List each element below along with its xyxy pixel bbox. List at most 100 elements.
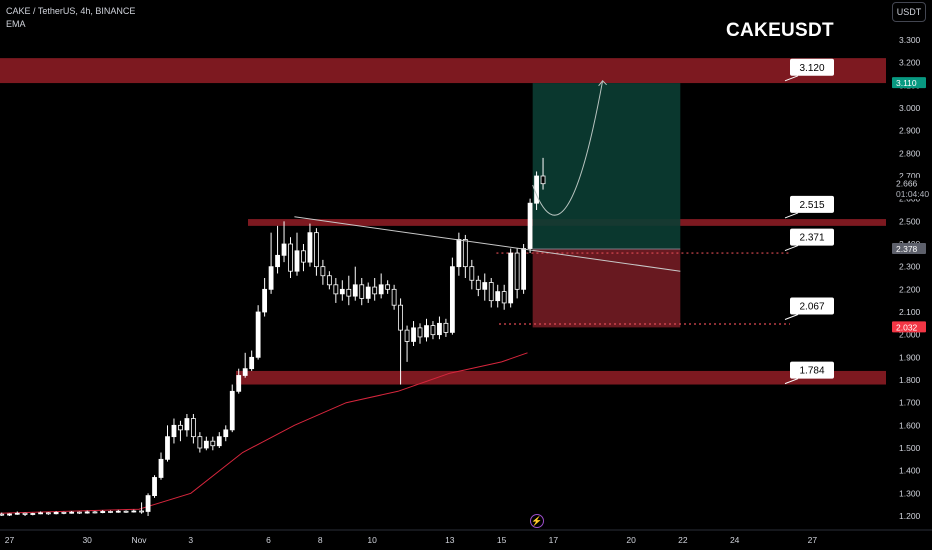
callout-label: 1.784 — [799, 366, 824, 377]
candle-body — [443, 322, 449, 333]
candle-body — [508, 252, 514, 304]
candle-body — [359, 284, 365, 299]
callout-pointer — [784, 75, 799, 82]
candle-body — [417, 327, 423, 338]
callout-label: 2.067 — [799, 301, 824, 312]
chart-title: CAKEUSDT — [726, 20, 834, 41]
candle-body — [378, 284, 384, 295]
price-tick-label: 2.700 — [899, 171, 921, 181]
callout-box[interactable] — [790, 195, 834, 213]
candle-body — [391, 288, 397, 306]
time-axis[interactable]: 27 30 Nov 3 6 8 10 13 15 17 20 22 24 27 — [0, 529, 932, 545]
candle-body — [123, 510, 129, 513]
candle-body — [462, 239, 468, 268]
candle-body — [540, 175, 546, 185]
candle-body — [210, 440, 216, 447]
candle-body — [456, 239, 462, 268]
candle-body — [534, 175, 539, 204]
candle-body — [469, 266, 475, 281]
candle-body — [495, 291, 501, 302]
take-profit-area[interactable] — [532, 83, 681, 249]
long-position-tool[interactable] — [532, 83, 681, 328]
callout-pointer — [784, 245, 799, 252]
callout-label: 2.515 — [799, 200, 824, 211]
candle-body — [275, 254, 280, 268]
price-zone — [0, 58, 886, 84]
price-tick-label: 2.800 — [899, 148, 921, 158]
price-tick-label: 1.500 — [899, 443, 921, 453]
price-tick-label: 3.000 — [899, 103, 921, 113]
candle-body — [372, 286, 378, 295]
lightning-icon[interactable]: ⚡ — [530, 514, 544, 528]
price-tick-label: 2.300 — [899, 262, 921, 272]
callout-box[interactable] — [790, 58, 834, 76]
candle-body — [314, 232, 319, 268]
candle-body — [178, 424, 183, 431]
candle-body — [77, 511, 82, 514]
price-badge-label: 01:04:40 — [896, 189, 929, 199]
time-tick-label: 27 — [808, 535, 818, 545]
indicator-legend[interactable]: EMA — [6, 19, 26, 29]
candle-body — [398, 304, 403, 331]
price-axis-background — [886, 0, 932, 530]
candle-body — [294, 250, 300, 272]
price-badge-label: 2.666 — [896, 179, 918, 189]
candle-body — [365, 286, 371, 299]
candle-body — [262, 288, 268, 313]
candle-body — [449, 266, 455, 333]
time-tick-label: 22 — [678, 535, 688, 545]
symbol-legend[interactable]: CAKE / TetherUS, 4h, BINANCE — [6, 6, 136, 16]
candle-body — [307, 232, 313, 263]
time-tick-label: 27 — [5, 535, 15, 545]
candle-body — [184, 418, 190, 431]
price-tick-label: 3.300 — [899, 35, 921, 45]
candle-body — [108, 511, 113, 513]
candle-body — [424, 325, 429, 338]
callout-pointer — [784, 314, 799, 320]
price-tick-label: 1.300 — [899, 488, 921, 498]
candle-body — [53, 511, 59, 515]
stop-loss-area[interactable] — [532, 248, 681, 328]
candle-body — [326, 275, 332, 286]
time-tick-label: 10 — [367, 535, 377, 545]
time-tick-label: 30 — [82, 535, 92, 545]
trend-drawings[interactable] — [294, 80, 681, 272]
price-badge — [892, 77, 926, 89]
candle-body — [197, 436, 203, 449]
callout-box[interactable] — [790, 297, 834, 315]
trendline[interactable] — [294, 216, 681, 272]
price-tick-label: 1.800 — [899, 375, 921, 385]
candle-body — [281, 243, 287, 256]
currency-button[interactable]: USDT — [892, 2, 926, 22]
ema-series — [0, 352, 528, 514]
candlesticks — [0, 157, 546, 516]
time-tick-label: 24 — [730, 535, 740, 545]
time-tick-label: 3 — [188, 535, 193, 545]
candle-body — [437, 322, 442, 336]
callout-box[interactable] — [790, 361, 834, 379]
candle-body — [115, 510, 121, 513]
price-badge — [892, 188, 926, 200]
callout-label: 3.120 — [799, 63, 824, 74]
candle-body — [7, 513, 12, 516]
time-tick-label: 17 — [549, 535, 559, 545]
price-tick-label: 1.400 — [899, 466, 921, 476]
callout-pointer — [784, 212, 799, 219]
price-tick-label: 2.000 — [899, 330, 921, 340]
candle-body — [514, 252, 520, 290]
price-axis[interactable]: 3.3003.2003.1003.0002.9002.8002.7002.600… — [886, 0, 932, 530]
projection-curve[interactable] — [532, 80, 604, 216]
candle-body — [482, 282, 488, 290]
candle-body — [165, 436, 170, 460]
price-tick-label: 2.500 — [899, 216, 921, 226]
candle-body — [38, 512, 43, 515]
candle-body — [223, 429, 229, 438]
candle-body — [152, 477, 157, 497]
price-callouts[interactable]: 3.120 2.515 2.371 2.067 1.784 — [784, 58, 834, 385]
candle-body — [100, 511, 106, 514]
candle-body — [352, 284, 358, 297]
price-tick-label: 1.700 — [899, 398, 921, 408]
callout-box[interactable] — [790, 228, 834, 246]
price-tick-label: 3.200 — [899, 58, 921, 68]
